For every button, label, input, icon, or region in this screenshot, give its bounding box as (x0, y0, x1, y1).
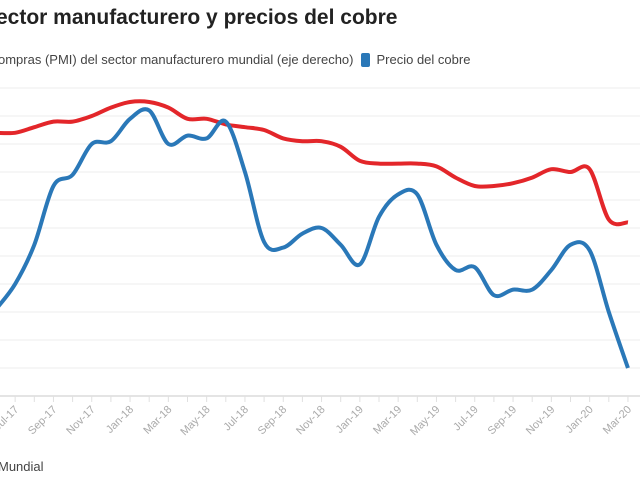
chart-title: ector manufacturero y precios del cobre (0, 6, 398, 29)
legend-label-pmi: ompras (PMI) del sector manufacturero mu… (0, 52, 354, 67)
x-tick-label: Mar-20 (601, 404, 634, 437)
series-line-copper (0, 107, 630, 369)
legend-label-copper: Precio del cobre (376, 52, 471, 67)
x-tick-label: Mar-18 (141, 404, 174, 437)
x-tick-label: May-19 (408, 404, 442, 438)
x-tick-label: May-18 (178, 404, 212, 438)
x-tick-label: Nov-18 (294, 404, 328, 438)
x-tick-label: Jan-18 (104, 404, 136, 436)
x-tick-label: Jul-19 (451, 404, 481, 434)
x-tick-label: Jul-18 (221, 404, 251, 434)
series-line-pmi (0, 99, 629, 227)
x-tick-label: Jan-19 (334, 404, 366, 436)
x-tick-label: Jan-20 (563, 404, 595, 436)
x-tick-label: Sep-18 (256, 404, 290, 438)
line-chart: Jul-17 Sep-17 Nov-17 Jan-18 Mar-18 May-18 Jul-… (0, 87, 640, 438)
x-tick-label: Jul-17 (0, 404, 21, 434)
x-tick-label: Sep-17 (26, 404, 60, 438)
x-tick-label: Mar-19 (371, 404, 404, 437)
x-tick-label: Sep-19 (486, 404, 520, 438)
x-tick-label: Nov-17 (64, 404, 98, 438)
x-tick-label: Nov-19 (524, 404, 558, 438)
legend: ompras (PMI) del sector manufacturero mu… (0, 52, 470, 67)
legend-swatch-copper (361, 52, 371, 67)
source-note: Mundial (0, 459, 44, 474)
